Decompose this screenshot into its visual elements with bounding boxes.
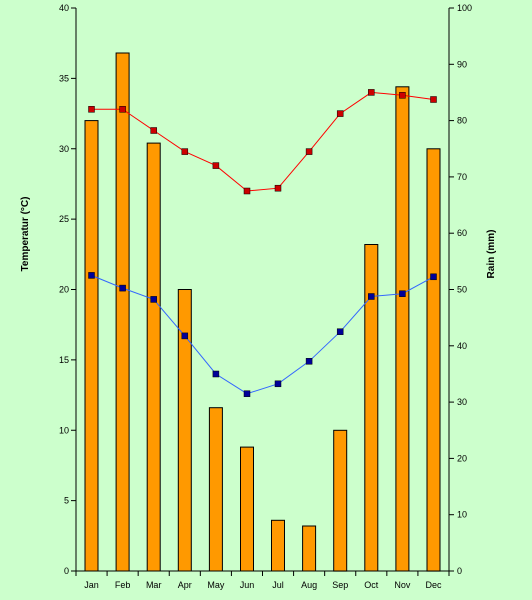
- x-tick-label: Sep: [332, 580, 348, 590]
- min-temp-line: [91, 274, 434, 395]
- y-tick-label: 35: [59, 73, 69, 83]
- max-temp-point: [399, 92, 406, 99]
- min-temp-point: [181, 332, 189, 340]
- y-tick-label: 30: [59, 144, 69, 154]
- max-temp-point: [274, 184, 282, 192]
- y2-tick-label: 10: [457, 510, 467, 520]
- x-tick-label: Oct: [364, 580, 379, 590]
- y2-tick-label: 50: [457, 285, 467, 295]
- x-tick-label: Dec: [425, 580, 442, 590]
- y-tick-label: 25: [59, 214, 69, 224]
- x-tick-label: May: [207, 580, 225, 590]
- max-temp-point: [212, 162, 220, 169]
- bars-layer: [84, 52, 441, 572]
- min-temp-point: [430, 273, 437, 281]
- max-temp-point: [336, 110, 344, 117]
- rain-bar: [333, 429, 348, 572]
- rain-bar: [208, 407, 223, 572]
- max-temp-point: [243, 187, 251, 195]
- x-tick-label: Nov: [394, 580, 411, 590]
- y-tick-label: 40: [59, 3, 69, 13]
- min-temp-point: [274, 380, 282, 388]
- y2-axis-title: Rain (mm): [486, 230, 497, 279]
- rain-bar: [395, 86, 410, 572]
- y-tick-label: 15: [59, 355, 69, 365]
- min-temp-point: [399, 290, 406, 297]
- min-temp-point: [212, 370, 220, 378]
- max-temp-point: [150, 127, 157, 134]
- rain-bar: [426, 148, 441, 572]
- y-tick-label: 20: [59, 285, 69, 295]
- max-temp-point: [119, 106, 126, 113]
- y2-tick-label: 60: [457, 228, 467, 238]
- max-temp-point: [368, 89, 375, 96]
- y2-tick-label: 90: [457, 59, 467, 69]
- min-temp-point: [305, 358, 313, 365]
- lines-layer: [88, 89, 437, 397]
- x-tick-label: Feb: [115, 580, 131, 590]
- x-tick-label: Jul: [272, 580, 284, 590]
- labels-layer: Temperatur (°C) Rain (mm) 0 5 10 15 20 25 30 35…: [20, 3, 497, 590]
- max-temp-point: [430, 96, 437, 103]
- y2-tick-label: 20: [457, 453, 467, 463]
- x-tick-label: Jan: [84, 580, 99, 590]
- rain-bar: [271, 519, 285, 572]
- y2-tick-label: 100: [457, 3, 472, 13]
- y-tick-label: 0: [64, 566, 69, 576]
- rain-bar: [146, 142, 161, 572]
- min-temp-point: [368, 293, 375, 300]
- x-tick-label: Apr: [178, 580, 192, 590]
- rain-bar: [240, 446, 254, 572]
- y-tick-label: 10: [59, 425, 69, 435]
- min-temp-point: [243, 390, 251, 397]
- max-temp-point: [181, 148, 189, 155]
- y2-tick-label: 80: [457, 116, 467, 126]
- rain-bar: [177, 289, 192, 572]
- y-tick-label: 5: [64, 496, 69, 506]
- x-tick-label: Jun: [240, 580, 255, 590]
- max-temp-point: [305, 148, 313, 155]
- y2-tick-label: 0: [457, 566, 462, 576]
- rain-bar: [302, 525, 317, 572]
- y2-tick-label: 40: [457, 341, 467, 351]
- max-temp-point: [88, 106, 95, 113]
- axes-layer: [71, 7, 454, 576]
- y2-tick-label: 70: [457, 172, 467, 182]
- y-axis-title: Temperatur (°C): [20, 197, 31, 272]
- min-temp-point: [336, 328, 344, 335]
- x-tick-label: Mar: [146, 580, 162, 590]
- y2-tick-label: 30: [457, 397, 467, 407]
- max-temp-line: [91, 91, 434, 192]
- rain-bar: [84, 120, 99, 572]
- x-tick-label: Aug: [301, 580, 317, 590]
- min-temp-point: [119, 284, 126, 292]
- min-temp-point: [150, 296, 157, 303]
- min-temp-point: [88, 272, 95, 279]
- rain-bar: [115, 52, 130, 572]
